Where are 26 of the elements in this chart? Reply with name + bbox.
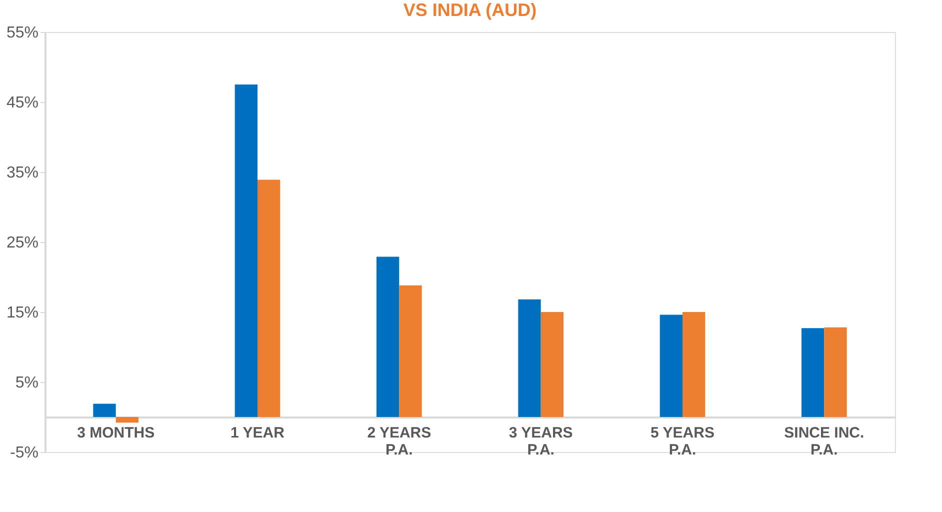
bar bbox=[116, 417, 138, 423]
y-tick-label: 35% bbox=[6, 164, 38, 182]
bar bbox=[682, 312, 706, 417]
x-tick-label: 3 MONTHS bbox=[77, 424, 155, 442]
bar bbox=[518, 299, 541, 417]
bar bbox=[802, 328, 824, 417]
x-tick-label: 5 YEARS P.A. bbox=[650, 424, 714, 458]
x-tick-label: SINCE INC. P.A. bbox=[784, 424, 864, 458]
x-tick-label: 2 YEARS P.A. bbox=[367, 424, 432, 458]
bar bbox=[234, 84, 258, 417]
y-tick-label: 25% bbox=[6, 234, 38, 252]
bar bbox=[824, 327, 847, 417]
chart-title: VS INDIA (AUD) bbox=[403, 0, 537, 20]
bar bbox=[376, 256, 400, 417]
y-tick-label: 45% bbox=[6, 94, 38, 112]
y-tick-label: 15% bbox=[6, 304, 38, 322]
bar bbox=[660, 314, 682, 417]
x-tick-label: 3 YEARS P.A. bbox=[508, 424, 573, 458]
bar bbox=[399, 285, 422, 417]
bar bbox=[540, 312, 564, 417]
y-tick-label: 55% bbox=[6, 24, 38, 42]
y-tick-label: 5% bbox=[15, 374, 38, 392]
bar bbox=[258, 180, 280, 417]
y-tick-label: -5% bbox=[10, 444, 38, 462]
x-tick-label: 1 YEAR bbox=[230, 424, 285, 442]
bar bbox=[93, 404, 116, 417]
